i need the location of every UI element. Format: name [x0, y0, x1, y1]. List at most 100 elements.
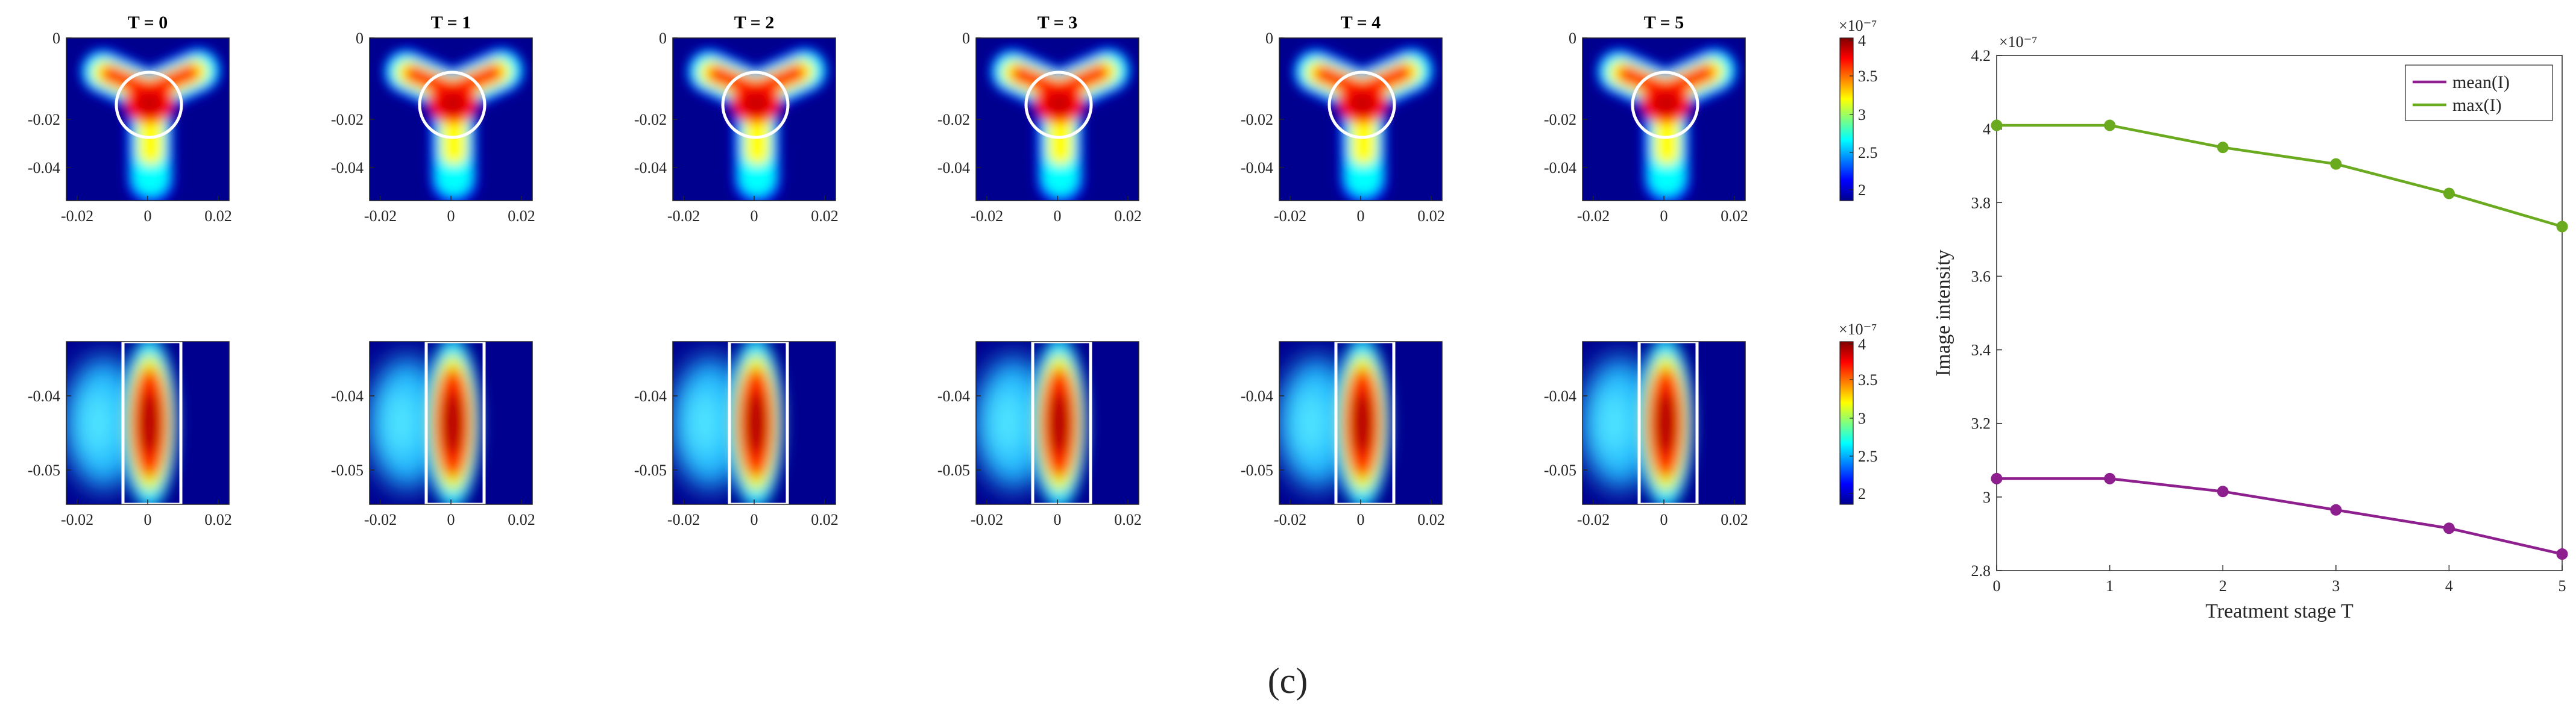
data-point	[2443, 187, 2455, 199]
y-tick-label: -0.04	[28, 159, 60, 177]
colorbar-gradient	[1839, 37, 1854, 201]
y-tick-label: 0	[1265, 30, 1273, 47]
heatmap-panel-bottom-1: -0.02 0 0.02 -0.04 -0.05	[331, 340, 535, 528]
x-tick-label: 1	[2106, 577, 2114, 595]
y-tick-label: 0	[1569, 30, 1576, 47]
x-axis-label: Treatment stage T	[2205, 600, 2354, 622]
x-tick-label: 0.02	[1114, 207, 1142, 225]
colorbar-tick-label: 3	[1858, 106, 1866, 124]
colorbar-tick-label: 2	[1858, 181, 1866, 199]
x-tick-label: 3	[2332, 577, 2340, 595]
x-tick-label: 0.02	[204, 511, 232, 528]
x-tick-label: 0	[1660, 207, 1668, 225]
x-tick-label: -0.02	[1274, 207, 1306, 225]
y-axis-exponent: ×10⁻⁷	[1999, 33, 2037, 51]
legend-entry: max(I)	[2452, 95, 2502, 115]
x-tick-label: 0.02	[1721, 207, 1748, 225]
colorbar-tick-label: 4	[1858, 336, 1866, 353]
heatmap-panel-top-1: T = 1 -0.02 0 0.02 0 -0.02 -0.04	[331, 13, 535, 225]
y-tick-label: -0.04	[1544, 387, 1576, 405]
stage-title: T = 1	[431, 13, 471, 33]
data-point	[1991, 472, 2003, 484]
region-circle	[115, 70, 183, 139]
y-tick-label: -0.02	[28, 111, 60, 128]
y-tick-label: -0.04	[28, 387, 60, 405]
legend-entry: mean(I)	[2452, 72, 2510, 92]
stage-title: T = 5	[1644, 13, 1684, 33]
x-tick-label: -0.02	[667, 511, 700, 528]
y-tick-label: -0.04	[1241, 159, 1273, 177]
data-point	[2104, 119, 2116, 131]
x-tick-label: -0.02	[971, 207, 1003, 225]
x-tick-label: -0.02	[667, 207, 700, 225]
heatmap-image	[370, 38, 532, 201]
x-tick-label: 4	[2445, 577, 2453, 595]
heatmap-image	[1582, 38, 1745, 201]
data-point	[2104, 472, 2116, 484]
data-point	[2556, 221, 2568, 233]
stage-title: T = 4	[1341, 13, 1381, 33]
y-tick-label: 0	[659, 30, 667, 47]
y-tick-label: -0.04	[1241, 387, 1273, 405]
heatmap-panel-top-0: T = 0 -0.02 0 0.02 0 -0.02 -0.04	[28, 13, 232, 225]
y-tick-label: 4.2	[1971, 47, 1991, 64]
stage-title: T = 3	[1038, 13, 1078, 33]
x-tick-label: -0.02	[1577, 511, 1610, 528]
figure-caption: (c)	[1268, 661, 1308, 701]
y-tick-label: -0.05	[1241, 462, 1273, 479]
x-tick-label: 0	[751, 511, 758, 528]
y-tick-label: -0.04	[634, 159, 667, 177]
x-tick-label: -0.02	[61, 207, 93, 225]
y-tick-label: -0.05	[1544, 462, 1576, 479]
colorbar-0: ×10⁻⁷4 3.5 3 2.5 2	[1839, 17, 1878, 201]
y-tick-label: -0.04	[937, 387, 970, 405]
region-circle	[1327, 70, 1396, 139]
heatmap-image	[1279, 337, 1442, 509]
y-tick-label: -0.05	[634, 462, 667, 479]
colorbar-tick-label: 3	[1858, 410, 1866, 427]
colorbar-tick-label: 4	[1858, 32, 1866, 49]
colorbars: ×10⁻⁷43.532.52×10⁻⁷43.532.52	[1839, 17, 1878, 505]
y-tick-label: -0.02	[1544, 111, 1576, 128]
heatmap-panel-bottom-3: -0.02 0 0.02 -0.04 -0.05	[937, 337, 1142, 528]
x-tick-label: 0.02	[1417, 207, 1445, 225]
x-tick-label: 0	[144, 511, 152, 528]
colorbar-exponent: ×10⁻⁷	[1839, 17, 1877, 34]
x-tick-label: 0.02	[1721, 511, 1748, 528]
colorbar-exponent: ×10⁻⁷	[1839, 321, 1877, 338]
heatmap-image	[1582, 337, 1745, 509]
series-1	[1991, 119, 2568, 233]
x-tick-label: 0.02	[508, 207, 535, 225]
y-tick-label: 2.8	[1971, 562, 1991, 580]
stage-title: T = 0	[128, 13, 168, 33]
y-tick-label: 0	[962, 30, 970, 47]
x-tick-label: 0.02	[811, 207, 839, 225]
series-line	[1997, 124, 2563, 228]
x-tick-label: 0	[1357, 207, 1365, 225]
x-tick-label: 0.02	[204, 207, 232, 225]
colorbar-gradient	[1839, 341, 1854, 505]
series-0	[1991, 472, 2568, 560]
heatmap-image	[66, 38, 229, 201]
legend: mean(I) max(I)	[2405, 64, 2553, 121]
x-tick-label: 2	[2219, 577, 2227, 595]
colorbar-1: ×10⁻⁷4 3.5 3 2.5 2	[1839, 321, 1878, 505]
y-tick-label: -0.05	[331, 462, 364, 479]
x-tick-label: 0.02	[1114, 511, 1142, 528]
heatmap-panel-bottom-0: -0.02 0 0.02 -0.04 -0.05	[28, 337, 232, 528]
x-tick-label: -0.02	[971, 511, 1003, 528]
region-circle	[1024, 70, 1093, 139]
x-tick-label: 0	[447, 207, 455, 225]
y-tick-label: -0.02	[331, 111, 364, 128]
heatmap-panel-bottom-5: -0.02 0 0.02 -0.04 -0.05	[1544, 337, 1748, 528]
stage-title: T = 2	[734, 13, 775, 33]
heatmap-image	[976, 38, 1139, 201]
y-tick-label: 0	[356, 30, 364, 47]
x-tick-label: 0	[1357, 511, 1365, 528]
x-tick-label: -0.02	[364, 511, 397, 528]
y-tick-label: -0.02	[1241, 111, 1273, 128]
heatmap-image	[976, 337, 1139, 509]
heatmap-image	[66, 337, 229, 509]
region-circle	[721, 70, 790, 139]
x-tick-label: -0.02	[1274, 511, 1306, 528]
